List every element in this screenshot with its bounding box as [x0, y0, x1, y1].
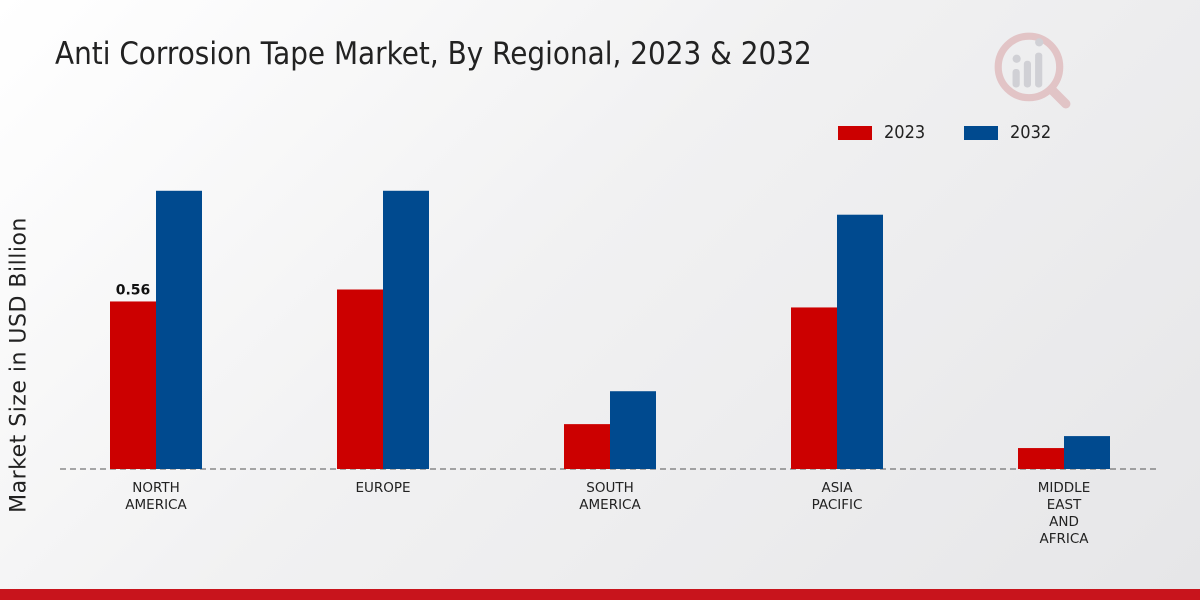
- bar-2032-3: [837, 214, 883, 469]
- legend-label-2032: 2032: [1009, 122, 1052, 143]
- brand-logo-icon: [994, 32, 1071, 109]
- bar-2023-2: [564, 424, 610, 469]
- bar-2023-1: [337, 289, 383, 469]
- bar-2023-0: [110, 301, 156, 469]
- x-tick-label-4: MIDDLE EAST AND AFRICA: [1038, 480, 1090, 547]
- bar-2032-1: [383, 190, 429, 469]
- bar-2023-3: [791, 307, 837, 469]
- chart-title: Anti Corrosion Tape Market, By Regional,…: [55, 36, 812, 72]
- legend-swatch-2032: [963, 125, 998, 140]
- x-tick-label-1: EUROPE: [355, 480, 410, 496]
- bar-2023-4: [1018, 448, 1064, 469]
- x-tick-label-3: ASIA PACIFIC: [812, 480, 863, 513]
- x-tick-label-0: NORTH AMERICA: [125, 480, 187, 513]
- chart-legend: 2023 2032: [838, 122, 1090, 143]
- legend-item-2032: 2032: [963, 122, 1056, 143]
- x-tick-label-2: SOUTH AMERICA: [579, 480, 641, 513]
- bar-2032-0: [156, 190, 202, 469]
- bar-2032-4: [1064, 436, 1110, 469]
- bottom-accent-bar: [0, 589, 1200, 600]
- bar-2032-2: [610, 391, 656, 469]
- legend-item-2023: 2023: [838, 122, 930, 143]
- data-label-0-0: 0.56: [116, 282, 151, 298]
- legend-swatch-2023: [838, 125, 872, 140]
- legend-label-2023: 2023: [884, 122, 926, 143]
